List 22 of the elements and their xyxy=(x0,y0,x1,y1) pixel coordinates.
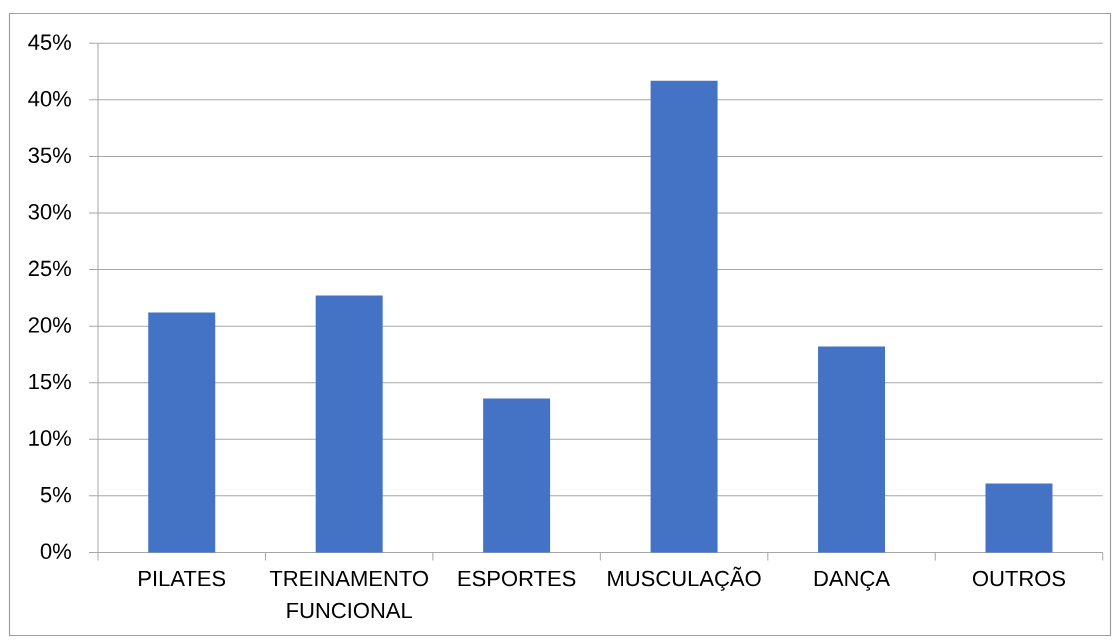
x-tick-label: ESPORTES xyxy=(458,570,576,587)
y-tick-label: 5% xyxy=(40,486,71,503)
y-tick-label: 45% xyxy=(28,34,71,50)
y-tick-label: 15% xyxy=(29,373,71,390)
bar xyxy=(483,398,551,553)
x-tick-label: OUTROS xyxy=(972,570,1066,587)
bar xyxy=(818,346,886,553)
y-tick-label: 20% xyxy=(28,317,71,333)
y-tick-label: 40% xyxy=(28,90,71,107)
y-tick-label: 10% xyxy=(29,430,71,446)
x-tick-label: MUSCULAÇÃO xyxy=(608,566,761,591)
bar xyxy=(985,483,1053,553)
y-tick-label: 30% xyxy=(28,204,71,220)
y-tick-label: 25% xyxy=(28,260,71,277)
x-tick-label: TREINAMENTO FUNCIONAL xyxy=(269,570,428,619)
bar xyxy=(315,295,383,553)
y-tick-label: 35% xyxy=(28,147,71,164)
bar xyxy=(650,80,718,553)
bar xyxy=(148,312,216,553)
y-tick-label: 0% xyxy=(40,543,71,560)
x-tick-label: PILATES xyxy=(139,570,226,587)
x-tick-label: DANÇA xyxy=(814,570,890,591)
